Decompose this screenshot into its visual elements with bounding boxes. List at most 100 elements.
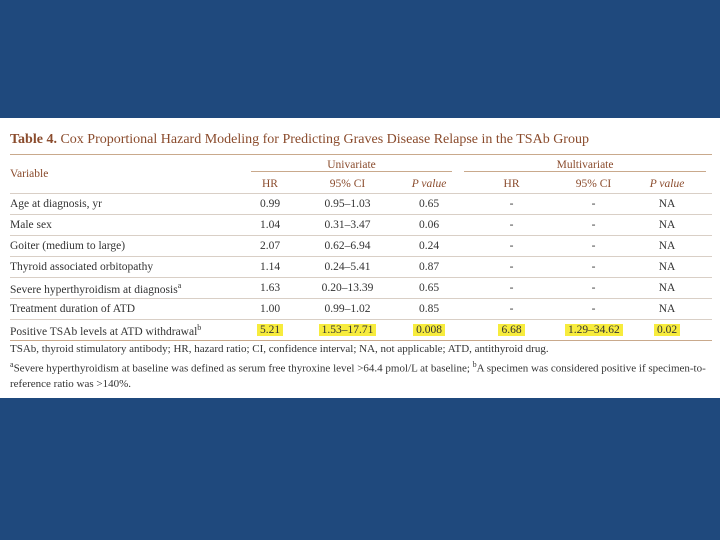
row-label-text: Male sex xyxy=(10,219,52,231)
table-row: Severe hyperthyroidism at diagnosisa 1.63… xyxy=(10,277,713,299)
cell-text: 2.07 xyxy=(259,240,281,252)
footnote: TSAb, thyroid stimulatory antibody; HR, … xyxy=(10,343,549,355)
table-cell: 1.14 xyxy=(245,257,295,278)
cell-text: 0.85 xyxy=(418,303,440,315)
cell-text: 0.02 xyxy=(653,324,681,336)
cell-text: - xyxy=(591,198,596,210)
cell-text: 0.87 xyxy=(418,261,440,273)
cell-text: - xyxy=(591,240,596,252)
cell-text: 1.29–34.62 xyxy=(565,324,623,336)
table-cell: 1.04 xyxy=(245,215,295,236)
footnotes: TSAb, thyroid stimulatory antibody; HR, … xyxy=(10,342,710,392)
table-cell: 0.95–1.03 xyxy=(295,194,400,215)
cell-text: 0.24–5.41 xyxy=(324,261,371,273)
table-cell: 0.20–13.39 xyxy=(295,278,400,299)
table-cell: 0.02 xyxy=(622,320,712,341)
cell-text: 0.008 xyxy=(413,324,445,336)
footnote-mark: b xyxy=(197,322,202,332)
title-label: Table 4. xyxy=(10,132,57,147)
cell-text: - xyxy=(591,219,596,231)
table-row: Goiter (medium to large) 2.07 0.62–6.94 0.2… xyxy=(10,235,713,257)
table-cell: NA xyxy=(622,257,712,278)
table-cell: - xyxy=(565,299,622,320)
column-header: 95% CI xyxy=(329,178,366,190)
cell-text: 0.06 xyxy=(418,219,440,231)
cell-text: 0.62–6.94 xyxy=(324,240,371,252)
table-cell: 0.31–3.47 xyxy=(295,215,400,236)
cell-text: NA xyxy=(658,240,676,252)
group-header-text: Multivariate xyxy=(464,159,707,172)
table-cell: - xyxy=(458,215,565,236)
table-cell: 0.008 xyxy=(400,320,458,341)
table-cell: - xyxy=(458,299,565,320)
cell-text: - xyxy=(509,198,514,210)
table-cell: - xyxy=(565,257,622,278)
table-cell: 0.62–6.94 xyxy=(295,236,400,257)
row-label: Thyroid associated orbitopathy xyxy=(10,257,245,278)
row-label: Positive TSAb levels at ATD withdrawalb xyxy=(10,320,245,341)
table-row: Male sex 1.04 0.31–3.47 0.06 - - NA xyxy=(10,214,713,236)
table-row: Positive TSAb levels at ATD withdrawalb 5… xyxy=(10,319,713,341)
table-row: Age at diagnosis, yr 0.99 0.95–1.03 0.65 - - N… xyxy=(10,193,713,215)
cell-text: 1.63 xyxy=(259,282,281,294)
variable-header: Variable xyxy=(10,168,49,180)
table-cell: 0.99–1.02 xyxy=(295,299,400,320)
table-cell: 0.65 xyxy=(400,194,458,215)
table-cell: - xyxy=(565,236,622,257)
cell-text: 1.53–17.71 xyxy=(318,324,377,336)
cell-text: NA xyxy=(658,198,676,210)
column-header: 95% CI xyxy=(575,178,612,190)
table-cell: - xyxy=(458,194,565,215)
table-panel: Table 4. Cox Proportional Hazard Modelin… xyxy=(0,118,720,398)
row-label: Goiter (medium to large) xyxy=(10,236,245,257)
cell-text: 0.31–3.47 xyxy=(324,219,371,231)
row-label-text: Thyroid associated orbitopathy xyxy=(10,261,154,273)
table-cell: 0.06 xyxy=(400,215,458,236)
group-header-text: Univariate xyxy=(251,159,453,172)
cell-text: NA xyxy=(658,282,676,294)
cell-text: 1.14 xyxy=(259,261,281,273)
cell-text: - xyxy=(591,261,596,273)
footnote-mark: a xyxy=(177,280,182,290)
table-cell: 0.65 xyxy=(400,278,458,299)
group-header: Univariate xyxy=(245,155,458,176)
table-cell: 0.87 xyxy=(400,257,458,278)
cell-text: - xyxy=(509,303,514,315)
table: Variable Univariate Multivariate HR 95% C… xyxy=(10,154,713,341)
table-cell: - xyxy=(565,215,622,236)
table-cell: 0.24–5.41 xyxy=(295,257,400,278)
cell-text: - xyxy=(591,303,596,315)
cell-text: 1.04 xyxy=(259,219,281,231)
footnote-text: A specimen was considered positive if sp… xyxy=(10,362,706,390)
column-header: P value xyxy=(411,178,447,190)
table-cell: 1.63 xyxy=(245,278,295,299)
table-title: Table 4. Cox Proportional Hazard Modelin… xyxy=(10,132,589,148)
cell-text: - xyxy=(509,282,514,294)
table-cell: 1.00 xyxy=(245,299,295,320)
table-cell: NA xyxy=(622,194,712,215)
table-cell: - xyxy=(458,257,565,278)
cell-text: NA xyxy=(658,261,676,273)
group-header: Multivariate xyxy=(458,155,712,176)
cell-text: 0.24 xyxy=(418,240,440,252)
row-label: Severe hyperthyroidism at diagnosisa xyxy=(10,278,245,299)
table-cell: 2.07 xyxy=(245,236,295,257)
row-label: Treatment duration of ATD xyxy=(10,299,245,320)
table-cell: 0.85 xyxy=(400,299,458,320)
footnote-mark: b xyxy=(472,360,477,369)
row-label: Age at diagnosis, yr xyxy=(10,194,245,215)
table-cell: NA xyxy=(622,215,712,236)
table-cell: NA xyxy=(622,299,712,320)
table-cell: 1.29–34.62 xyxy=(565,320,623,341)
table-row: Treatment duration of ATD 1.00 0.99–1.02 0.… xyxy=(10,298,713,320)
row-label-text: Positive TSAb levels at ATD withdrawal xyxy=(10,325,198,338)
row-label-text: Severe hyperthyroidism at diagnosis xyxy=(10,283,178,296)
footnote-text: Severe hyperthyroidism at baseline was d… xyxy=(13,362,470,375)
cell-text: - xyxy=(591,282,596,294)
cell-text: 0.65 xyxy=(418,198,440,210)
table-cell: 1.53–17.71 xyxy=(295,320,400,341)
table-cell: 0.24 xyxy=(400,236,458,257)
cell-text: 0.95–1.03 xyxy=(324,198,371,210)
table-cell: - xyxy=(458,236,565,257)
